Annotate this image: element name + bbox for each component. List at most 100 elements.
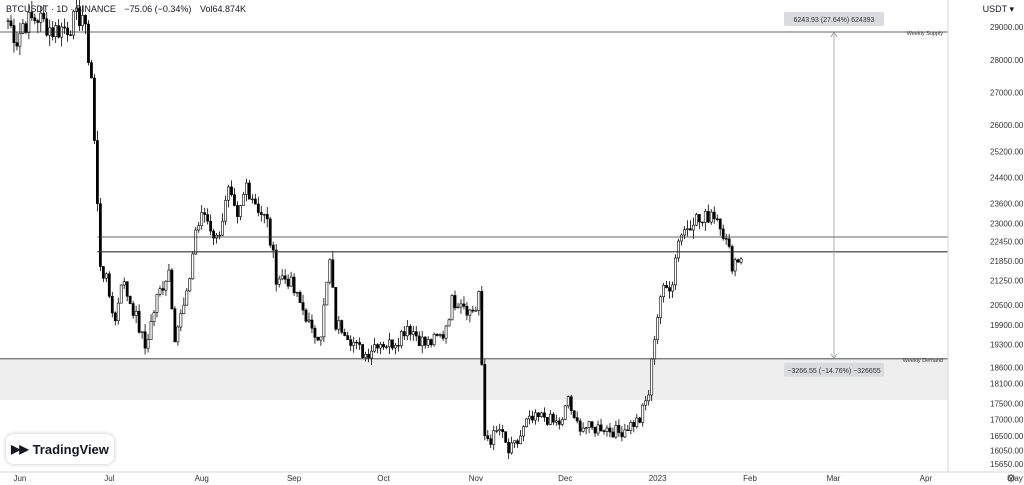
candle — [101, 266, 105, 283]
candle-body — [581, 427, 585, 432]
candle-body — [370, 350, 373, 359]
candle — [316, 336, 320, 342]
currency-selector[interactable]: USDT ▾ — [982, 4, 1014, 14]
candle — [200, 205, 204, 230]
candle — [206, 208, 210, 225]
candle-body — [420, 336, 424, 347]
candle-body — [137, 310, 141, 333]
candle-body — [566, 396, 570, 407]
candle — [274, 244, 278, 292]
candle — [674, 254, 677, 291]
candle-body — [411, 331, 415, 335]
candle-body — [230, 186, 233, 196]
candle — [164, 280, 168, 296]
candle — [179, 309, 183, 332]
candle — [641, 403, 645, 427]
candle-body — [84, 15, 87, 25]
candle — [259, 206, 263, 222]
candle-body — [385, 346, 388, 348]
candle-body — [531, 415, 534, 421]
candle — [668, 281, 671, 299]
candle-body — [274, 249, 278, 285]
candle-body — [331, 259, 335, 288]
tradingview-logo[interactable]: ▶▶ TradingView — [6, 434, 114, 464]
candle — [304, 308, 308, 324]
candle-body — [721, 228, 725, 239]
symbol-label[interactable]: BTCUSDT · 1D · BINANCE — [6, 4, 116, 14]
candle — [691, 217, 695, 239]
candle-body — [611, 431, 615, 438]
candle — [337, 316, 341, 334]
measure-down-arrowhead — [830, 353, 838, 360]
candle-body — [694, 214, 698, 226]
candle-body — [227, 186, 230, 201]
candle — [399, 329, 403, 349]
candle-body — [72, 11, 75, 36]
candle-body — [185, 290, 189, 306]
candle-body — [665, 285, 668, 288]
candle-body — [253, 198, 257, 205]
candle — [420, 331, 424, 354]
candle-body — [27, 11, 31, 33]
candle-body — [662, 285, 666, 298]
candle — [694, 212, 698, 227]
candle — [727, 234, 731, 249]
gear-icon[interactable]: ⚙ — [1006, 473, 1016, 485]
candle-body — [90, 62, 93, 79]
candle — [143, 324, 147, 355]
candle — [572, 410, 576, 420]
candle — [131, 301, 135, 319]
price-tick-label: 17000.00 — [990, 416, 1024, 425]
candle-body — [393, 345, 397, 349]
candle — [611, 427, 615, 438]
candle-body — [554, 420, 558, 423]
candle-body — [9, 20, 13, 26]
candle — [635, 414, 639, 429]
candle-body — [632, 422, 636, 427]
candle-body — [528, 415, 531, 420]
candle-body — [391, 339, 394, 349]
candle-body — [504, 431, 508, 443]
candle — [191, 251, 195, 280]
candle — [60, 22, 64, 47]
candle — [721, 224, 725, 241]
candle — [239, 204, 242, 221]
candle — [104, 272, 108, 283]
candle — [72, 9, 75, 40]
candle-body — [176, 326, 180, 343]
candle-body — [134, 310, 138, 316]
candle — [307, 312, 311, 324]
candle — [325, 281, 329, 306]
candle-body — [167, 269, 171, 282]
candle-body — [733, 259, 737, 272]
candle — [680, 233, 683, 246]
candle-body — [224, 199, 227, 222]
candle — [703, 208, 707, 231]
candle-body — [161, 288, 165, 291]
candle-body — [402, 331, 406, 337]
candle-body — [435, 334, 439, 336]
candle — [405, 320, 409, 341]
candle-body — [686, 228, 689, 231]
candle — [513, 440, 517, 448]
candle — [417, 331, 421, 347]
candle-body — [173, 308, 177, 343]
candle — [724, 233, 728, 245]
candle — [271, 241, 275, 258]
candle — [671, 281, 674, 298]
candle-body — [548, 413, 552, 425]
candle — [152, 310, 156, 327]
price-tick-label: 21850.00 — [990, 257, 1024, 266]
price-tick-label: 22450.00 — [990, 237, 1024, 246]
candle-body — [456, 306, 460, 309]
price-tick-label: 26000.00 — [990, 121, 1024, 130]
candle-body — [635, 417, 639, 427]
candle — [27, 3, 31, 40]
candle — [712, 206, 716, 224]
candle-body — [110, 295, 114, 314]
candle-body — [492, 430, 496, 445]
candle — [298, 290, 302, 303]
candle — [167, 264, 171, 282]
candle — [554, 414, 558, 426]
